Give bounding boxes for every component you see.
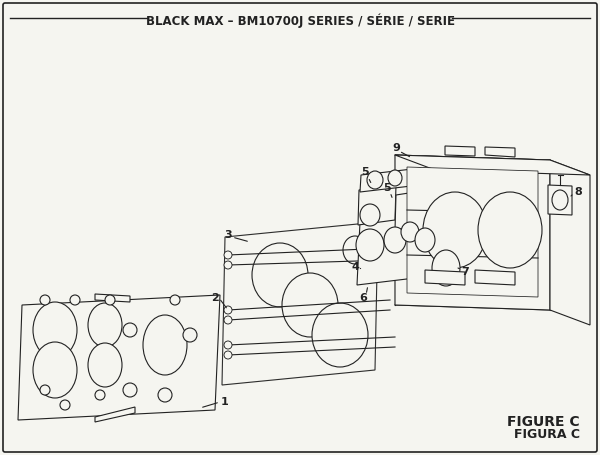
Ellipse shape	[40, 295, 50, 305]
Ellipse shape	[158, 388, 172, 402]
Ellipse shape	[224, 316, 232, 324]
Ellipse shape	[415, 228, 435, 252]
Ellipse shape	[360, 204, 380, 226]
Ellipse shape	[40, 385, 50, 395]
Text: 4: 4	[351, 262, 359, 272]
Polygon shape	[357, 215, 442, 285]
Ellipse shape	[224, 261, 232, 269]
Polygon shape	[425, 270, 465, 285]
Ellipse shape	[343, 236, 367, 264]
Polygon shape	[395, 188, 441, 230]
Ellipse shape	[70, 295, 80, 305]
Polygon shape	[222, 222, 378, 385]
Ellipse shape	[224, 351, 232, 359]
Ellipse shape	[356, 229, 384, 261]
Ellipse shape	[60, 400, 70, 410]
Ellipse shape	[105, 295, 115, 305]
Text: 1: 1	[221, 397, 229, 407]
Ellipse shape	[312, 303, 368, 367]
Polygon shape	[485, 147, 515, 157]
Text: 6: 6	[359, 293, 367, 303]
Text: 7: 7	[461, 267, 469, 277]
Polygon shape	[475, 270, 515, 285]
Ellipse shape	[183, 328, 197, 342]
Ellipse shape	[401, 222, 419, 242]
Polygon shape	[360, 168, 421, 192]
Ellipse shape	[423, 192, 487, 268]
Polygon shape	[407, 167, 538, 297]
Text: FIGURA C: FIGURA C	[514, 428, 580, 441]
Polygon shape	[395, 155, 550, 310]
Ellipse shape	[95, 390, 105, 400]
Ellipse shape	[432, 250, 460, 286]
Text: 2: 2	[211, 293, 219, 303]
Text: 5: 5	[383, 183, 391, 193]
Text: FIGURE C: FIGURE C	[508, 415, 580, 429]
Ellipse shape	[33, 342, 77, 398]
Ellipse shape	[33, 302, 77, 358]
FancyBboxPatch shape	[3, 3, 597, 452]
Polygon shape	[358, 185, 396, 225]
Polygon shape	[548, 185, 572, 215]
Ellipse shape	[384, 227, 406, 253]
Text: 9: 9	[392, 143, 400, 153]
Polygon shape	[550, 160, 590, 325]
Text: BLACK MAX – BM10700J SERIES / SÉRIE / SERIE: BLACK MAX – BM10700J SERIES / SÉRIE / SE…	[146, 14, 455, 29]
Ellipse shape	[123, 323, 137, 337]
Ellipse shape	[224, 251, 232, 259]
Ellipse shape	[367, 171, 383, 189]
Text: 8: 8	[574, 187, 582, 197]
Text: 5: 5	[361, 167, 369, 177]
Text: 3: 3	[224, 230, 232, 240]
Ellipse shape	[170, 295, 180, 305]
Ellipse shape	[143, 315, 187, 375]
Ellipse shape	[88, 343, 122, 387]
Ellipse shape	[224, 306, 232, 314]
Ellipse shape	[252, 243, 308, 307]
Polygon shape	[430, 244, 462, 292]
Ellipse shape	[224, 341, 232, 349]
Polygon shape	[395, 155, 590, 175]
Ellipse shape	[282, 273, 338, 337]
Ellipse shape	[388, 170, 402, 186]
Ellipse shape	[88, 303, 122, 347]
Ellipse shape	[552, 190, 568, 210]
Polygon shape	[95, 407, 135, 422]
Polygon shape	[445, 146, 475, 156]
Polygon shape	[18, 295, 220, 420]
Ellipse shape	[123, 383, 137, 397]
Ellipse shape	[478, 192, 542, 268]
Polygon shape	[95, 294, 130, 302]
